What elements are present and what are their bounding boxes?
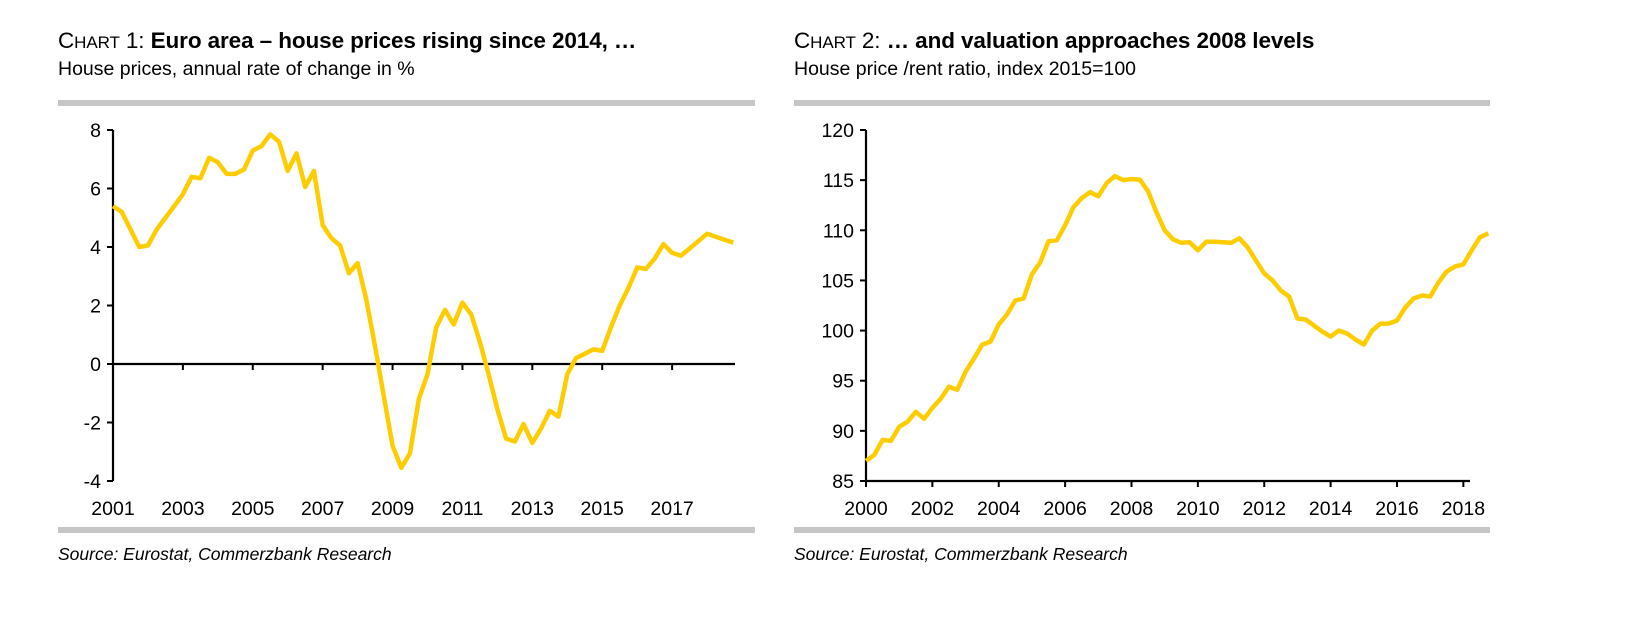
x-tick-label: 2006 (1043, 498, 1086, 520)
chart-2-title-text: … and valuation approaches 2008 levels (886, 28, 1315, 53)
x-tick-label: 2003 (161, 498, 204, 520)
y-tick-label: 105 (821, 270, 854, 292)
chart-2-subtitle: House price /rent ratio, index 2015=100 (794, 58, 1137, 80)
chart-1-plot: -4 -2 0 2 4 6 8 2001 2003 2005 2007 2009 2011 2013 201… (84, 120, 735, 520)
chart-1-panel: CHART 1: Euro area – house prices rising… (58, 0, 758, 617)
x-tick-label: 2017 (650, 498, 693, 520)
chart-1-top-rule (58, 100, 755, 106)
chart-1-label-number: 1: (119, 28, 151, 53)
x-tick-label: 2002 (911, 498, 954, 520)
chart-2-panel: CHART 2: … and valuation approaches 2008… (794, 0, 1494, 617)
x-tick-label: 2008 (1110, 498, 1153, 520)
y-tick-label: 85 (832, 471, 854, 493)
x-tick-label: 2016 (1375, 498, 1418, 520)
y-tick-label: 90 (832, 421, 854, 443)
x-tick-label: 2000 (844, 498, 888, 520)
chart-2-label-prefix: C (794, 28, 811, 53)
chart-1-source: Source: Eurostat, Commerzbank Research (58, 544, 392, 564)
x-tick-label: 2010 (1176, 498, 1220, 520)
y-tick-label: 2 (90, 296, 101, 318)
y-tick-label: 110 (823, 220, 854, 242)
x-tick-label: 2018 (1442, 498, 1485, 520)
x-tick-label: 2009 (371, 498, 414, 520)
chart-2-title: CHART 2: … and valuation approaches 2008… (794, 28, 1314, 54)
chart-1-subtitle: House prices, annual rate of change in % (58, 58, 415, 80)
y-tick-label: 6 (90, 179, 101, 201)
x-tick-label: 2013 (511, 498, 554, 520)
y-tick-label: -2 (84, 413, 101, 435)
series-line (864, 173, 1490, 463)
chart-1-label-prefix: C (58, 28, 75, 53)
y-tick-label: 120 (821, 120, 854, 142)
y-tick-label: 100 (821, 321, 854, 343)
chart-2-label-small: HART (810, 33, 856, 52)
x-tick-label: 2012 (1243, 498, 1286, 520)
y-tick-label: 8 (90, 120, 101, 142)
chart-1-title-text: Euro area – house prices rising since 20… (150, 28, 637, 53)
x-tick-label: 2014 (1309, 498, 1353, 520)
chart-2-plot: 85 90 95 100 105 110 115 120 2000 2002 2004 2006 200… (821, 120, 1490, 520)
chart-2-source: Source: Eurostat, Commerzbank Research (794, 544, 1128, 564)
x-tick-label: 2004 (977, 498, 1021, 520)
chart-2-label-number: 2: (855, 28, 887, 53)
x-tick-label: 2011 (441, 498, 483, 520)
x-tick-label: 2005 (231, 498, 275, 520)
chart-2-top-rule (794, 100, 1490, 106)
y-tick-label: 95 (832, 371, 854, 393)
x-tick-label: 2007 (301, 498, 344, 520)
x-tick-label: 2001 (91, 498, 134, 520)
series-line (111, 132, 735, 471)
y-tick-label: 4 (90, 237, 101, 259)
x-tick-label: 2015 (581, 498, 625, 520)
chart-2-bottom-rule (794, 527, 1490, 533)
y-tick-label: 0 (90, 354, 101, 376)
chart-1-label-small: HART (74, 33, 120, 52)
y-tick-label: -4 (84, 471, 101, 493)
y-tick-label: 115 (823, 170, 854, 192)
chart-1-title: CHART 1: Euro area – house prices rising… (58, 28, 636, 54)
chart-1-bottom-rule (58, 527, 755, 533)
